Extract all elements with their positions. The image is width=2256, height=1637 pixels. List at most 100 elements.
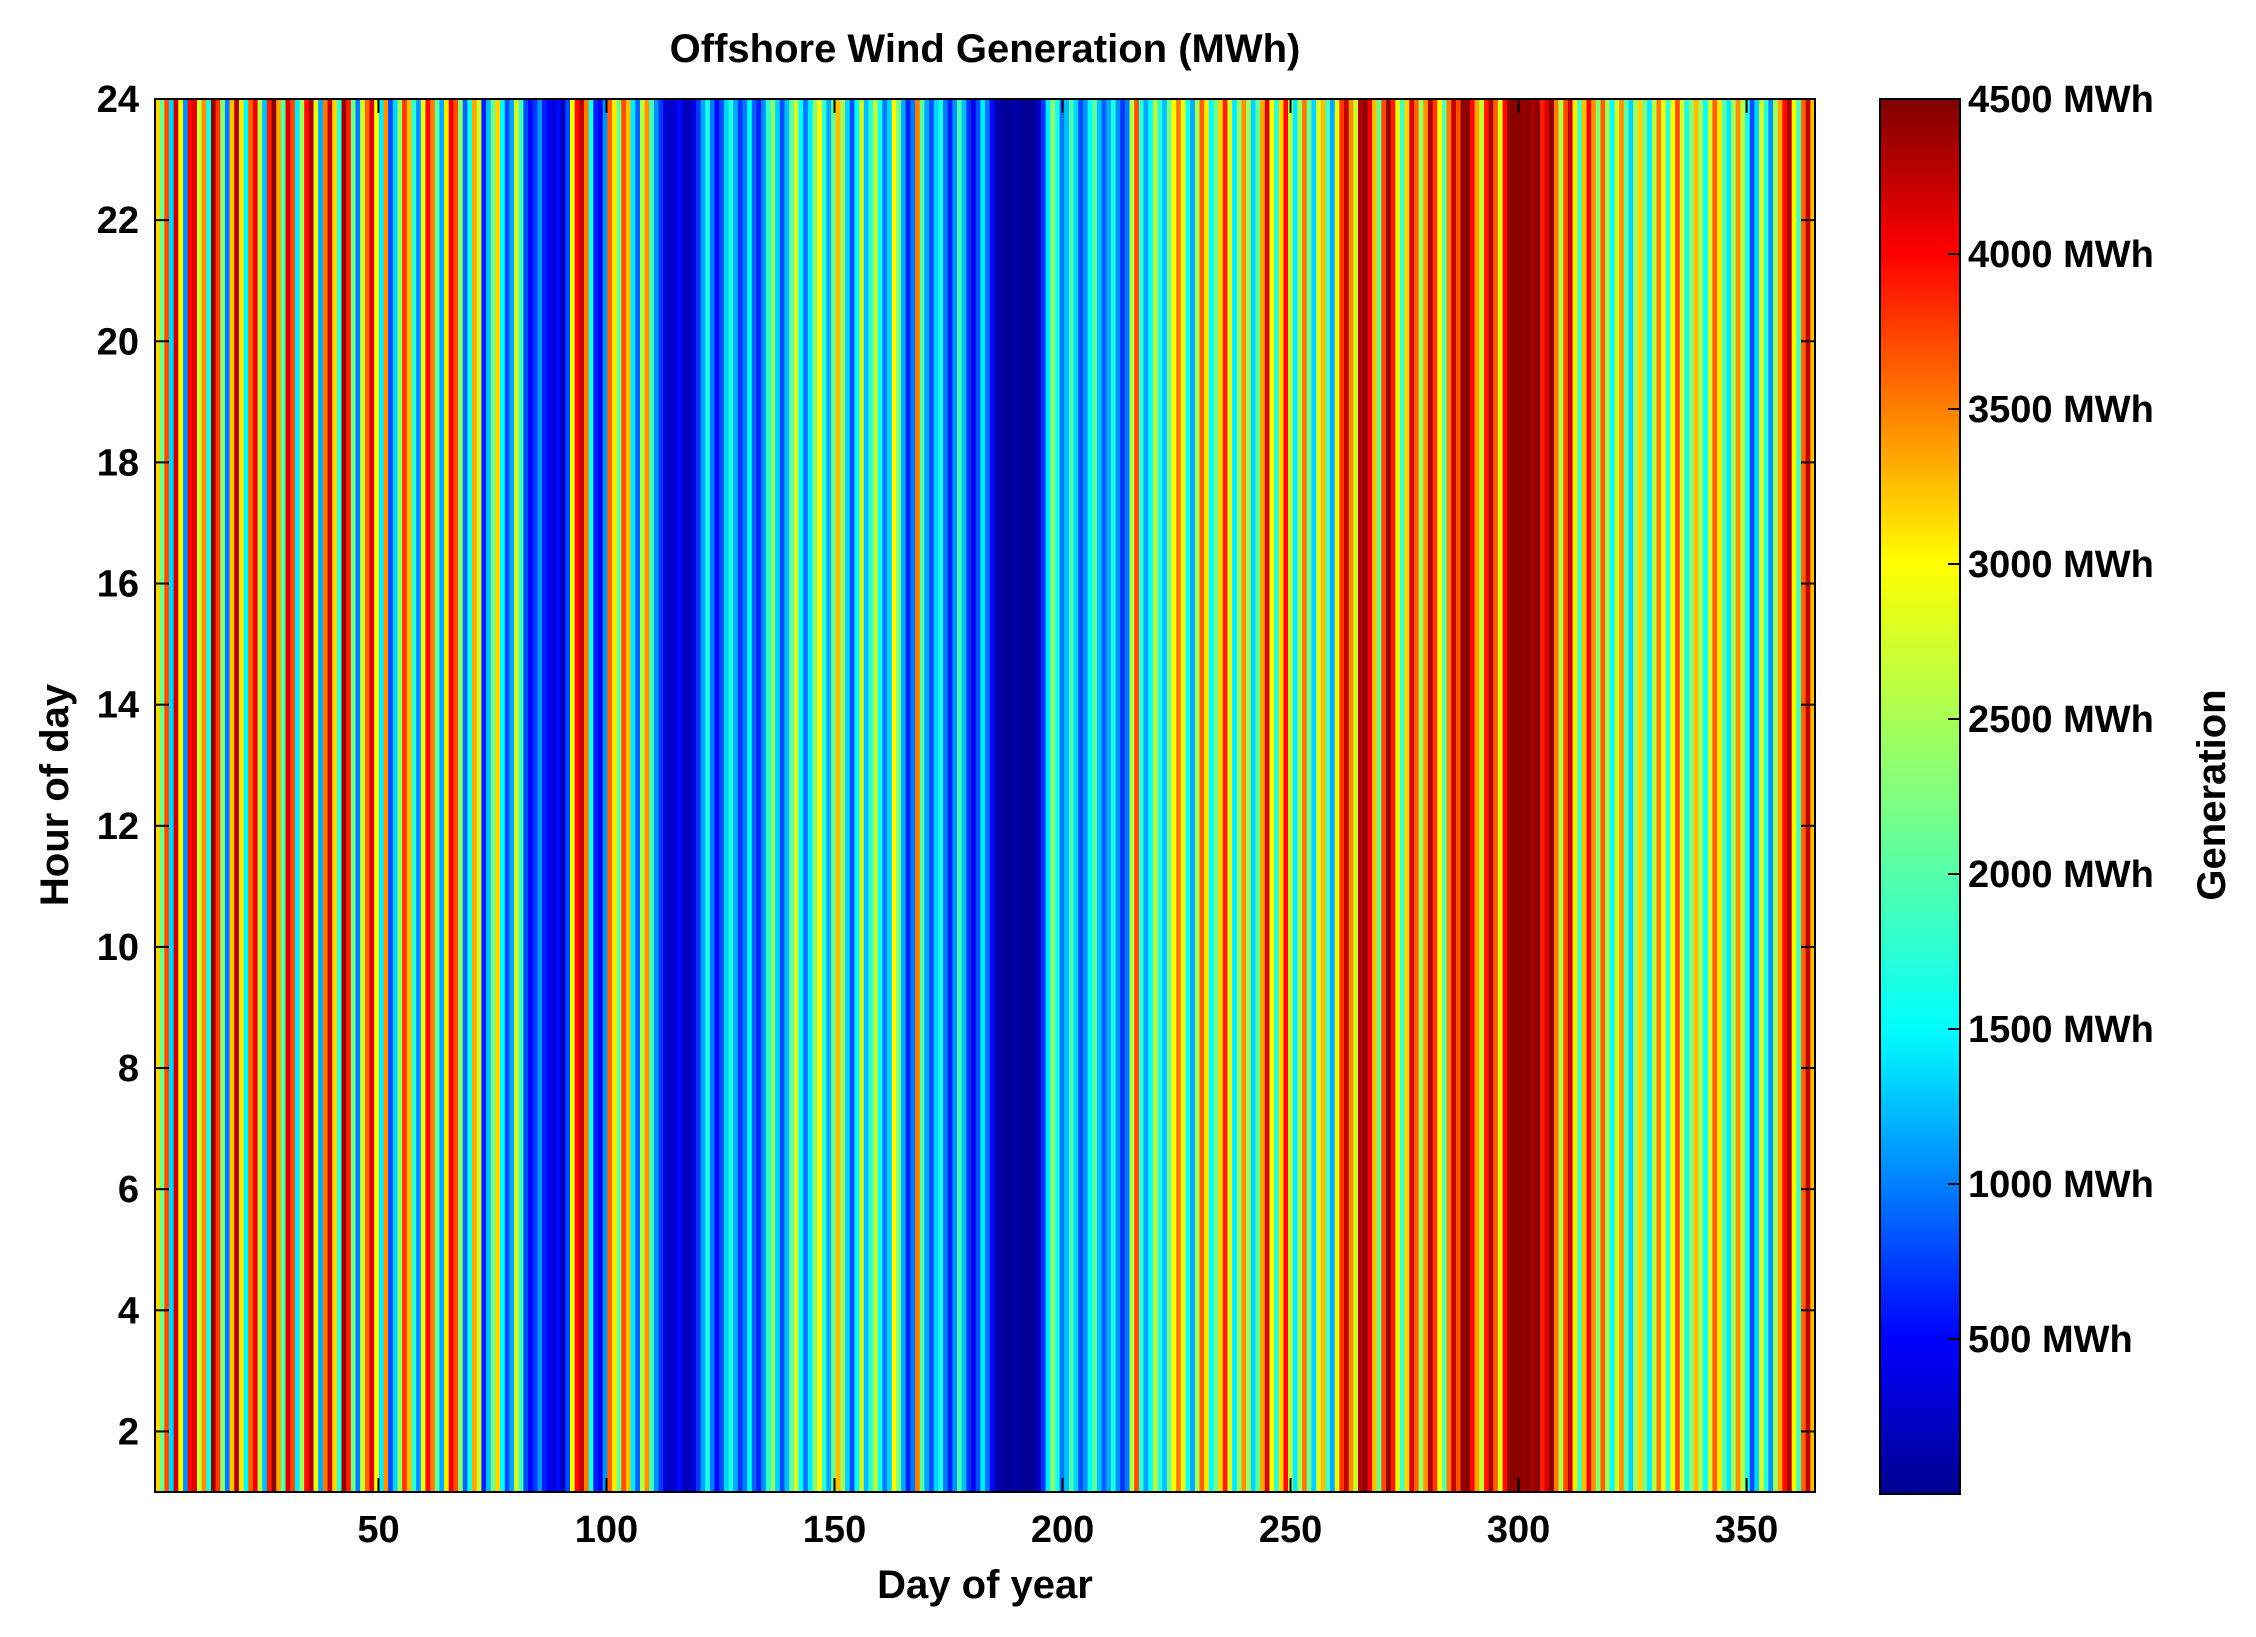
x-tick-label: 150: [803, 1509, 866, 1551]
heatmap-day-column: [1707, 99, 1714, 1492]
y-tick-label: 12: [97, 806, 139, 848]
heatmap-day-column: [677, 99, 683, 1492]
heatmap-day-column: [901, 99, 907, 1492]
heatmap-day-column: [649, 99, 655, 1492]
heatmap-day-column: [1530, 99, 1536, 1492]
heatmap-day-column: [1497, 99, 1504, 1492]
colorbar: [1879, 98, 1961, 1495]
heatmap-day-column: [751, 99, 758, 1492]
y-axis-label: Hour of day: [33, 683, 77, 906]
heatmap-day-column: [1656, 99, 1662, 1492]
heatmap-day-column: [266, 99, 273, 1492]
heatmap-day-column: [1577, 99, 1583, 1492]
heatmap-day-column: [719, 99, 725, 1492]
heatmap-day-column: [1507, 99, 1513, 1492]
heatmap-day-column: [621, 99, 627, 1492]
heatmap-day-column: [192, 99, 198, 1492]
heatmap-day-column: [1558, 99, 1564, 1492]
heatmap-day-column: [873, 99, 879, 1492]
heatmap-day-column: [695, 99, 702, 1492]
heatmap-day-column: [896, 99, 902, 1492]
heatmap-day-column: [206, 99, 212, 1492]
x-tick-label: 200: [1031, 1509, 1094, 1551]
heatmap-day-column: [490, 99, 496, 1492]
heatmap-day-column: [1567, 99, 1574, 1492]
colorbar-tick-label: 4500 MWh: [1968, 79, 2154, 121]
heatmap-day-column: [1040, 99, 1047, 1492]
heatmap-day-column: [1479, 99, 1485, 1492]
heatmap-day-column: [336, 99, 343, 1492]
heatmap-day-column: [1427, 99, 1434, 1492]
heatmap-day-column: [476, 99, 482, 1492]
heatmap-day-column: [1260, 99, 1266, 1492]
heatmap-day-column: [1278, 99, 1285, 1492]
heatmap-day-column: [178, 99, 184, 1492]
heatmap-day-column: [364, 99, 371, 1492]
heatmap-day-column: [294, 99, 301, 1492]
heatmap-day-column: [1763, 99, 1769, 1492]
heatmap-day-column: [1250, 99, 1257, 1492]
heatmap-day-column: [1759, 99, 1765, 1492]
heatmap-day-column: [574, 99, 580, 1492]
heatmap-day-column: [1628, 99, 1634, 1492]
heatmap-day-column: [304, 99, 310, 1492]
heatmap-day-column: [966, 99, 972, 1492]
heatmap-day-column: [570, 99, 576, 1492]
heatmap-day-column: [1717, 99, 1723, 1492]
heatmap-day-column: [1614, 99, 1620, 1492]
heatmap-day-column: [1218, 99, 1224, 1492]
heatmap-day-column: [803, 99, 809, 1492]
heatmap-day-column: [602, 99, 608, 1492]
heatmap-day-column: [243, 99, 249, 1492]
heatmap-day-column: [332, 99, 338, 1492]
heatmap-day-column: [210, 99, 217, 1492]
heatmap-day-column: [1269, 99, 1275, 1492]
heatmap-day-column: [1320, 99, 1326, 1492]
heatmap-day-column: [1372, 99, 1378, 1492]
heatmap-day-column: [1213, 99, 1219, 1492]
heatmap-day-column: [1521, 99, 1527, 1492]
heatmap-day-column: [1488, 99, 1494, 1492]
heatmap-day-column: [1735, 99, 1741, 1492]
heatmap-day-column: [1511, 99, 1518, 1492]
heatmap-day-column: [625, 99, 632, 1492]
heatmap-day-column: [397, 99, 403, 1492]
heatmap-day-column: [248, 99, 254, 1492]
heatmap-day-column: [1330, 99, 1336, 1492]
heatmap-day-column: [1129, 99, 1135, 1492]
heatmap-day-column: [765, 99, 772, 1492]
heatmap-day-column: [812, 99, 818, 1492]
colorbar-tick-label: 3500 MWh: [1968, 389, 2154, 431]
heatmap-day-column: [1311, 99, 1317, 1492]
heatmap-day-column: [1101, 99, 1107, 1492]
heatmap-day-column: [1008, 99, 1014, 1492]
heatmap-day-column: [1642, 99, 1648, 1492]
heatmap-day-column: [1535, 99, 1541, 1492]
heatmap-day-column: [1549, 99, 1555, 1492]
heatmap-day-column: [1264, 99, 1271, 1492]
x-tick-label: 250: [1259, 1509, 1322, 1551]
heatmap-day-column: [1483, 99, 1490, 1492]
heatmap-day-column: [546, 99, 552, 1492]
heatmap-day-column: [276, 99, 282, 1492]
heatmap-day-column: [588, 99, 594, 1492]
heatmap-day-column: [495, 99, 501, 1492]
heatmap-day-column: [579, 99, 585, 1492]
x-tick-label: 350: [1715, 1509, 1778, 1551]
heatmap-day-column: [1754, 99, 1760, 1492]
heatmap-day-column: [653, 99, 660, 1492]
heatmap-day-column: [542, 99, 548, 1492]
heatmap-day-column: [201, 99, 207, 1492]
heatmap-day-column: [1143, 99, 1149, 1492]
y-tick-label: 24: [97, 79, 139, 121]
heatmap-day-column: [1358, 99, 1364, 1492]
heatmap-day-column: [1124, 99, 1131, 1492]
heatmap-day-column: [957, 99, 963, 1492]
heatmap-day-column: [551, 99, 557, 1492]
heatmap-day-column: [611, 99, 618, 1492]
heatmap-day-column: [1633, 99, 1639, 1492]
heatmap-day-column: [943, 99, 949, 1492]
heatmap-day-column: [1796, 99, 1802, 1492]
heatmap-day-column: [859, 99, 865, 1492]
heatmap-day-column: [280, 99, 287, 1492]
